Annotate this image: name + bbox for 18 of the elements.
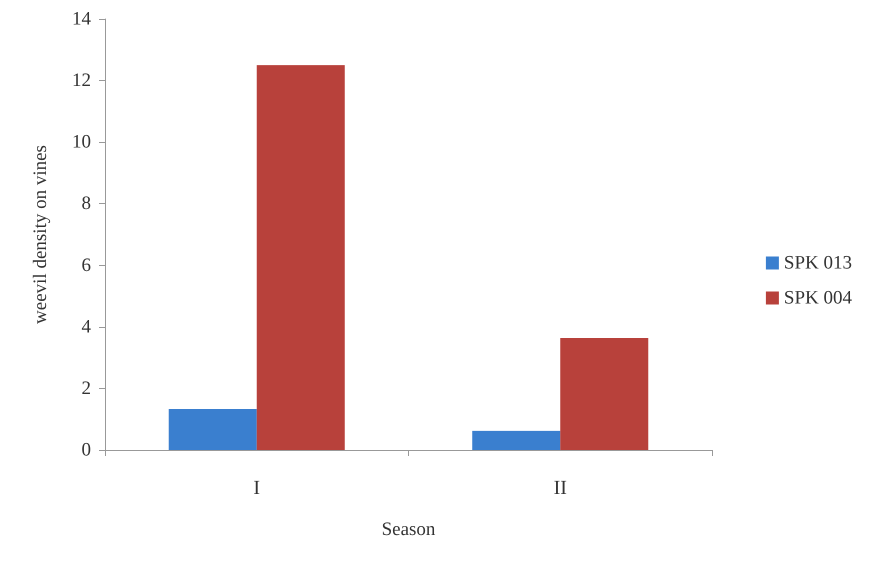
bar <box>560 338 648 450</box>
bar <box>168 409 257 450</box>
y-tick-label: 2 <box>82 378 91 399</box>
x-tick-label: I <box>253 477 260 499</box>
y-tick-label: 14 <box>72 8 92 30</box>
x-axis-title: Season <box>382 519 436 540</box>
y-axis-title: weevil density on vines <box>30 145 51 324</box>
y-tick-label: 8 <box>82 193 91 214</box>
y-tick-label: 6 <box>82 254 91 276</box>
y-tick-label: 12 <box>72 70 91 92</box>
legend-label: SPK 013 <box>784 252 852 274</box>
y-tick-label: 4 <box>82 316 92 338</box>
bar <box>256 65 345 450</box>
legend-label: SPK 004 <box>784 288 852 308</box>
bar <box>472 430 560 450</box>
y-tick-label: 10 <box>72 132 91 153</box>
y-tick-label: 0 <box>82 440 91 460</box>
x-tick-label: II <box>554 477 567 499</box>
